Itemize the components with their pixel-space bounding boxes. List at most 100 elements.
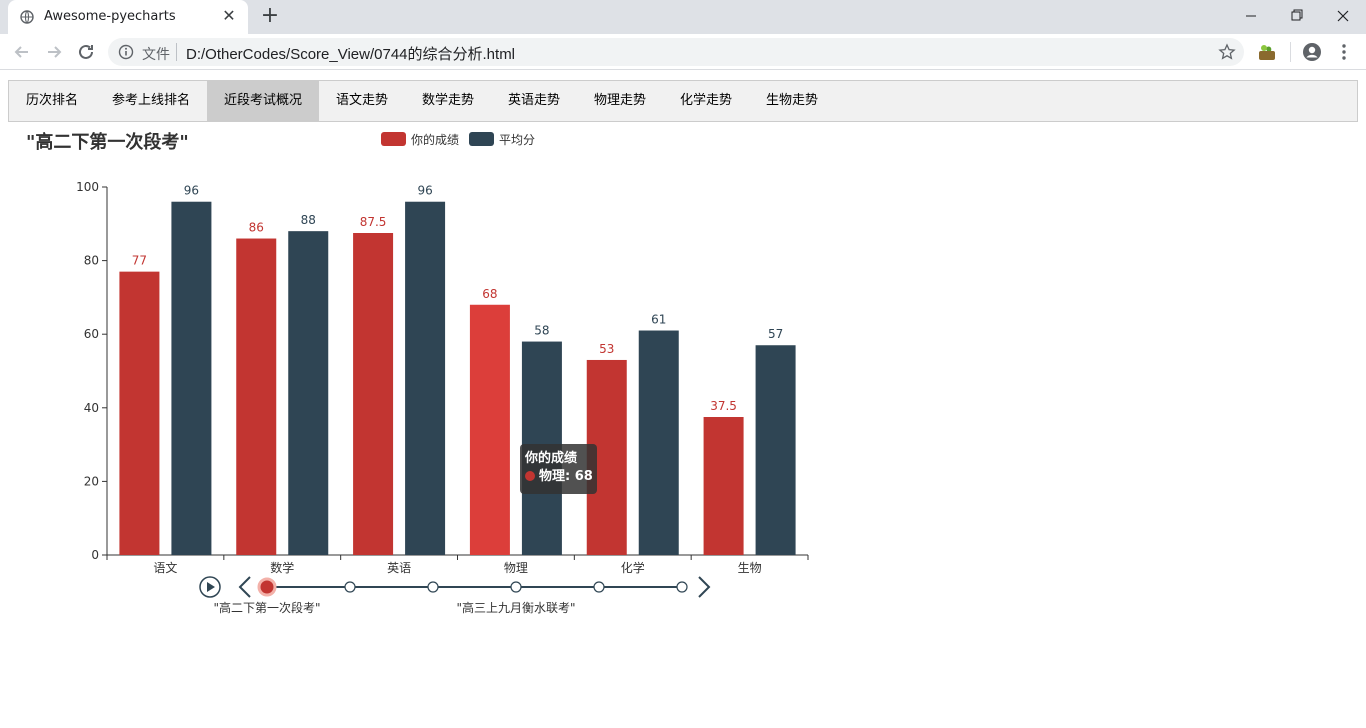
nav-item-chinese-trend[interactable]: 语文走势	[319, 81, 405, 121]
forward-icon[interactable]	[42, 40, 66, 64]
x-axis-tick-label: 物理	[504, 561, 528, 575]
omnibox-divider	[176, 43, 177, 61]
y-axis-tick-label: 60	[84, 327, 99, 341]
timeline: "高二下第一次段考" "高三上九月衡水联考"	[199, 576, 711, 615]
bar-data-label: 96	[417, 184, 432, 198]
x-axis-tick-label: 化学	[621, 560, 645, 575]
chart-bars	[119, 201, 796, 555]
play-icon	[207, 582, 215, 592]
file-label: 文件	[142, 47, 170, 63]
browser-tab[interactable]: Awesome-pyecharts ✕	[8, 0, 248, 34]
chart-axes: 0 20 40 60 80 100 语文 数学 英语 物理 化学 生物	[76, 180, 809, 575]
timeline-point	[427, 581, 439, 593]
x-axis-tick-label: 数学	[270, 560, 294, 575]
bar-data-label: 68	[482, 287, 497, 301]
nav-item-biology-trend[interactable]: 生物走势	[749, 81, 835, 121]
legend-swatch-score[interactable]	[381, 132, 406, 146]
legend-label-average[interactable]: 平均分	[499, 133, 536, 147]
bar-score	[469, 304, 510, 555]
tooltip-marker	[525, 471, 535, 481]
nav-item-label: 化学走势	[679, 93, 732, 108]
tooltip-value: 物理: 68	[539, 469, 593, 484]
info-icon[interactable]	[118, 44, 134, 60]
chart-title: "高二下第一次段考"	[26, 132, 189, 153]
new-tab-button[interactable]: +	[260, 3, 280, 28]
bar-data-label: 87.5	[360, 215, 387, 229]
nav-item-label: 数学走势	[421, 93, 474, 108]
nav-item-chemistry-trend[interactable]: 化学走势	[663, 81, 749, 121]
nav-item-label: 生物走势	[765, 93, 818, 108]
bar-score	[353, 233, 394, 555]
tooltip-series-name: 你的成绩	[525, 451, 578, 466]
nav-item-reference-rank[interactable]: 参考上线排名	[95, 81, 207, 121]
bar-score	[119, 271, 160, 555]
restore-icon[interactable]	[1282, 4, 1312, 28]
toolbar-divider	[1290, 42, 1291, 62]
nav-item-physics-trend[interactable]: 物理走势	[577, 81, 663, 121]
browser-toolbar: 文件 D:/OtherCodes/Score_View/0744的综合分析.ht…	[0, 34, 1366, 70]
address-bar[interactable]: 文件 D:/OtherCodes/Score_View/0744的综合分析.ht…	[108, 38, 1244, 66]
nav-item-label: 语文走势	[335, 93, 388, 108]
timeline-point	[344, 581, 356, 593]
bar-data-label: 86	[249, 221, 264, 235]
bar-data-label: 58	[534, 324, 549, 338]
nav-item-label: 参考上线排名	[111, 93, 190, 108]
bar-average	[638, 330, 679, 555]
extension-icon[interactable]	[1257, 42, 1277, 62]
bar-score	[703, 417, 744, 555]
browser-tabstrip: Awesome-pyecharts ✕ +	[0, 0, 1366, 34]
bar-data-label: 53	[599, 342, 614, 356]
bar-average	[755, 345, 796, 555]
y-axis-tick-label: 40	[84, 401, 99, 415]
bar-data-label: 57	[768, 327, 783, 341]
close-tab-icon[interactable]: ✕	[222, 6, 236, 25]
minimize-icon[interactable]	[1236, 4, 1266, 28]
legend-label-score[interactable]: 你的成绩	[411, 133, 460, 147]
reload-icon[interactable]	[74, 40, 98, 64]
bar-data-label: 96	[184, 184, 199, 198]
tooltip-row: 物理: 68	[525, 468, 593, 486]
y-axis-tick-label: 20	[84, 474, 99, 488]
menu-kebab-icon[interactable]	[1334, 42, 1354, 62]
nav-item-english-trend[interactable]: 英语走势	[491, 81, 577, 121]
bar-data-label: 88	[301, 213, 316, 227]
url-text[interactable]: D:/OtherCodes/Score_View/0744的综合分析.html	[186, 46, 516, 63]
bar-average	[405, 201, 446, 555]
bar-data-label: 37.5	[710, 399, 737, 413]
nav-item-label: 历次排名	[25, 93, 78, 108]
timeline-point	[593, 581, 605, 593]
bar-data-label: 61	[651, 313, 666, 327]
nav-item-history-rank[interactable]: 历次排名	[9, 81, 95, 121]
chart-tooltip: 你的成绩 物理: 68	[520, 444, 597, 494]
bookmark-star-icon[interactable]	[1218, 43, 1236, 61]
chart-data-labels: 77 86 87.5 68 53 37.5 96 88 96 58 61 57	[132, 184, 783, 413]
x-axis-tick-label: 语文	[153, 560, 177, 575]
y-axis-tick-label: 100	[76, 180, 99, 194]
back-icon[interactable]	[10, 40, 34, 64]
x-axis-tick-label: 英语	[387, 561, 411, 575]
page-nav: 历次排名 参考上线排名 近段考试概况 语文走势 数学走势 英语走势 物理走势 化…	[8, 80, 1358, 122]
globe-icon	[20, 10, 34, 24]
bar-average	[171, 201, 212, 555]
close-window-icon[interactable]	[1328, 4, 1358, 28]
nav-item-label: 物理走势	[593, 93, 646, 108]
legend-swatch-average[interactable]	[469, 132, 494, 146]
bar-score	[236, 238, 277, 555]
timeline-label: "高三上九月衡水联考"	[456, 600, 575, 615]
next-chevron-icon	[698, 576, 711, 598]
timeline-point	[676, 581, 688, 593]
y-axis-tick-label: 80	[84, 254, 99, 268]
nav-item-recent-exams[interactable]: 近段考试概况	[207, 81, 319, 121]
profile-icon[interactable]	[1302, 42, 1322, 62]
bar-average	[288, 231, 329, 555]
nav-item-math-trend[interactable]: 数学走势	[405, 81, 491, 121]
prev-chevron-icon	[238, 576, 251, 598]
x-axis-tick-label: 生物	[738, 561, 762, 575]
tab-title: Awesome-pyecharts	[44, 9, 176, 24]
bar-data-label: 77	[132, 254, 147, 268]
timeline-current-point	[257, 577, 277, 597]
timeline-point	[510, 581, 522, 593]
timeline-label: "高二下第一次段考"	[213, 600, 320, 615]
y-axis-tick-label: 0	[91, 548, 99, 562]
